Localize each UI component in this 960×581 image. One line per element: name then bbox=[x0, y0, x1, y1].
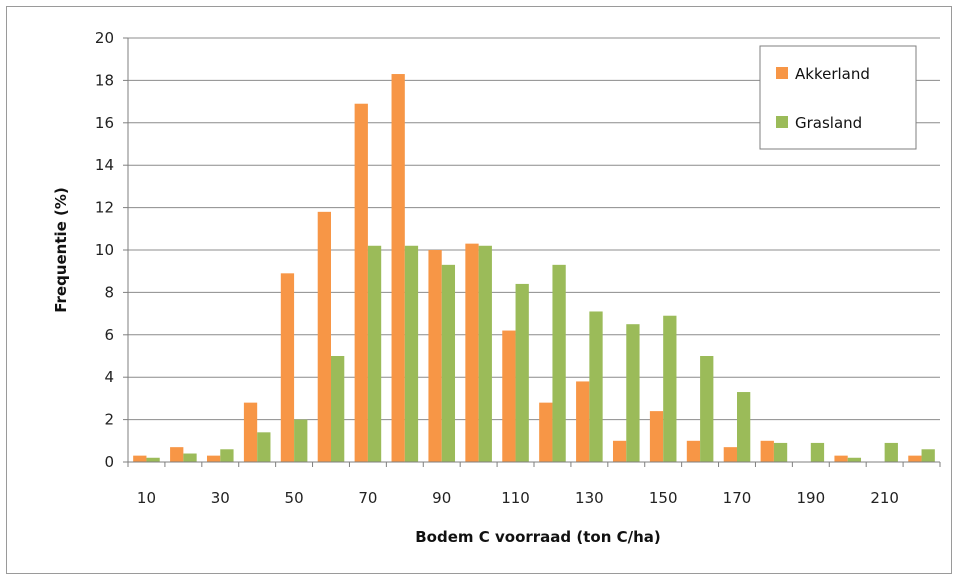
bar-akkerland-30 bbox=[206, 455, 221, 462]
y-tick-label: 18 bbox=[95, 71, 114, 89]
bar-akkerland-90 bbox=[428, 250, 442, 462]
gridlines bbox=[128, 37, 940, 421]
bar-akkerland-50 bbox=[280, 273, 295, 462]
x-tick-label: 110 bbox=[501, 489, 530, 507]
legend: Akkerland Grasland bbox=[759, 45, 917, 150]
bar-grasland-20 bbox=[183, 453, 197, 462]
bar-grasland-30 bbox=[220, 449, 234, 462]
bar-akkerland-80 bbox=[391, 74, 405, 462]
bar-grasland-130 bbox=[589, 311, 603, 462]
x-tick-label: 210 bbox=[870, 489, 899, 507]
x-tick-label: 190 bbox=[796, 489, 825, 507]
bar-akkerland-180 bbox=[760, 440, 774, 462]
bar-grasland-200 bbox=[847, 457, 862, 462]
y-tick-label: 2 bbox=[104, 411, 114, 429]
bar-akkerland-10 bbox=[133, 455, 147, 462]
bar-akkerland-110 bbox=[502, 330, 516, 462]
bar-grasland-120 bbox=[552, 264, 566, 462]
bar-grasland-190 bbox=[810, 442, 825, 462]
bar-grasland-50 bbox=[294, 419, 308, 462]
bar-akkerland-20 bbox=[170, 447, 184, 462]
bar-grasland-10 bbox=[146, 457, 160, 462]
x-tick-label: 170 bbox=[723, 489, 752, 507]
bar-grasland-60 bbox=[331, 356, 345, 462]
bar-akkerland-140 bbox=[612, 440, 627, 462]
bar-akkerland-60 bbox=[317, 211, 331, 462]
bar-akkerland-130 bbox=[576, 381, 590, 462]
y-axis-title: Frequentie (%) bbox=[52, 187, 70, 313]
y-tick-label: 4 bbox=[104, 368, 114, 386]
y-tick-label: 12 bbox=[95, 199, 114, 217]
bars bbox=[133, 74, 935, 462]
bar-akkerland-150 bbox=[649, 411, 664, 462]
y-tick-label: 8 bbox=[104, 283, 114, 301]
bar-grasland-210 bbox=[884, 442, 898, 462]
bar-akkerland-70 bbox=[354, 103, 368, 462]
x-tick-label: 130 bbox=[575, 489, 604, 507]
legend-swatch-akkerland bbox=[776, 67, 788, 79]
bar-akkerland-100 bbox=[465, 243, 479, 462]
y-tick-label: 10 bbox=[95, 241, 114, 259]
x-tick-label: 90 bbox=[432, 489, 451, 507]
x-tick-label: 50 bbox=[285, 489, 304, 507]
bar-akkerland-220 bbox=[908, 455, 922, 462]
bar-grasland-180 bbox=[773, 442, 788, 462]
bar-grasland-140 bbox=[626, 324, 640, 462]
x-tick-label: 150 bbox=[649, 489, 678, 507]
x-tick-label: 10 bbox=[137, 489, 156, 507]
bar-grasland-110 bbox=[515, 283, 529, 462]
legend-label-akkerland: Akkerland bbox=[795, 65, 870, 83]
bar-akkerland-170 bbox=[723, 447, 737, 462]
bar-grasland-70 bbox=[367, 245, 382, 462]
y-tick-label: 14 bbox=[95, 156, 114, 174]
bar-grasland-80 bbox=[404, 245, 419, 462]
bar-akkerland-200 bbox=[834, 455, 848, 462]
bar-akkerland-120 bbox=[539, 402, 553, 462]
legend-swatch-grasland bbox=[776, 116, 788, 128]
bar-grasland-160 bbox=[700, 356, 714, 462]
bar-akkerland-160 bbox=[686, 440, 701, 462]
y-tick-label: 0 bbox=[104, 453, 114, 471]
x-axis-title: Bodem C voorraad (ton C/ha) bbox=[415, 528, 661, 546]
y-tick-labels: 0 2 4 6 8 10 12 14 16 18 20 bbox=[95, 29, 128, 471]
y-tick-label: 16 bbox=[95, 114, 114, 132]
x-tick-labels: 10 30 50 70 90 110 130 150 170 190 210 bbox=[137, 489, 899, 507]
bar-grasland-90 bbox=[441, 264, 456, 462]
y-tick-label: 20 bbox=[95, 29, 114, 47]
legend-box bbox=[759, 45, 917, 150]
bar-akkerland-40 bbox=[243, 402, 258, 462]
bar-grasland-40 bbox=[257, 432, 271, 462]
bar-grasland-150 bbox=[663, 315, 677, 462]
bar-grasland-100 bbox=[478, 245, 492, 462]
x-tick-label: 30 bbox=[211, 489, 230, 507]
bar-grasland-220 bbox=[921, 449, 935, 462]
y-tick-label: 6 bbox=[104, 326, 114, 344]
bar-grasland-170 bbox=[737, 392, 751, 462]
x-tick-label: 70 bbox=[358, 489, 377, 507]
legend-label-grasland: Grasland bbox=[795, 114, 862, 132]
